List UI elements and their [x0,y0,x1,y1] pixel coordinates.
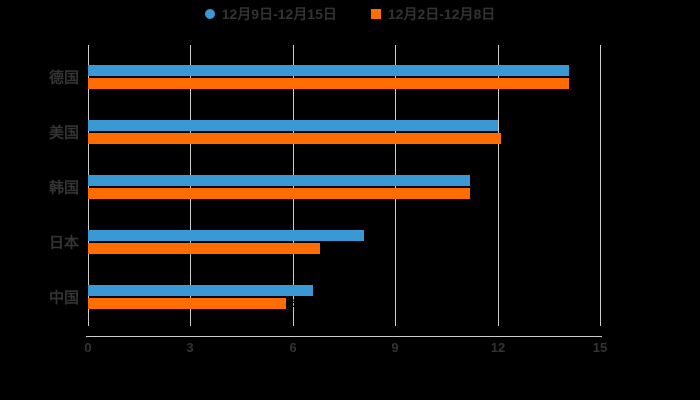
x-tick-label: 9 [391,340,399,355]
gridline-x-15 [600,45,601,326]
category-label: 韩国 [48,179,79,197]
bar-series1 [88,230,364,241]
bar-series1 [88,120,498,131]
x-tick-label: 3 [186,340,194,355]
category-label: 日本 [48,234,79,252]
category-label: 美国 [48,124,79,142]
bar-value-label: 12 [503,119,516,132]
x-tick-label: 0 [84,340,92,355]
legend: 12月9日-12月15日 12月2日-12月8日 [0,5,700,23]
bar-series1 [88,65,569,76]
bar-series1 [88,285,313,296]
gridline-x-12 [498,45,499,326]
x-tick-label: 12 [490,340,506,355]
bar-series2 [88,188,470,199]
legend-label-series-1: 12月9日-12月15日 [221,6,337,22]
bar-value-label: 8.1 [369,229,385,242]
bar-value-label: 11.2 [475,187,496,200]
bar-value-label: 5.8 [291,297,307,310]
legend-circle-marker-icon [204,9,215,19]
bar-series1 [88,175,470,186]
bar-series2 [88,78,569,89]
legend-item-series-2[interactable]: 12月2日-12月8日 [370,4,496,24]
bar-series2 [88,298,286,309]
bar-value-label: 12.1 [506,132,528,145]
bar-value-label: 11.2 [475,174,496,187]
legend-label-series-2: 12月2日-12月8日 [387,6,496,22]
bar-series2 [88,243,320,254]
bar-value-label: 6.8 [325,242,341,255]
x-tick-label: 6 [289,340,297,355]
legend-item-series-1[interactable]: 12月9日-12月15日 [204,4,337,24]
bar-value-label: 6.6 [318,284,334,297]
category-label: 德国 [48,69,79,87]
bar-series2 [88,133,501,144]
category-label: 中国 [48,289,79,307]
bar-value-label: 14.1 [574,64,596,77]
x-axis-line [86,336,602,337]
bar-value-label: 14.1 [574,77,596,90]
legend-square-marker-icon [370,9,381,19]
x-tick-label: 15 [592,340,608,355]
